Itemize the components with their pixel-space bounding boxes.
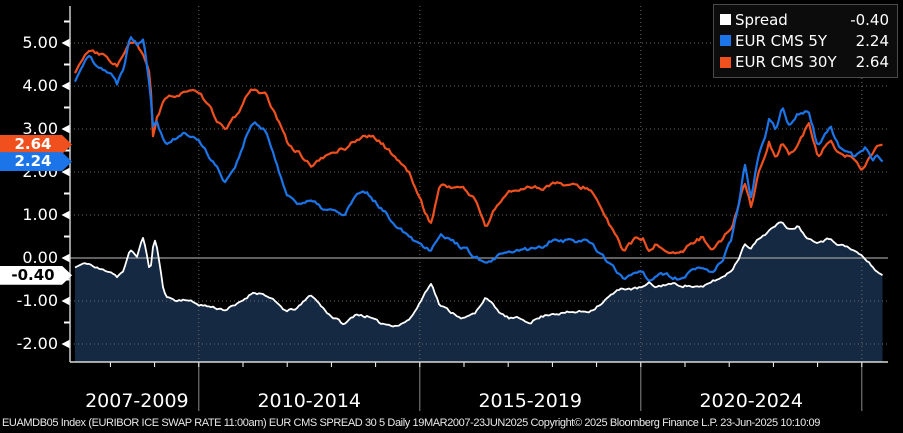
y-tick-label: 5.00 bbox=[22, 33, 58, 52]
y-tick-label: -2.00 bbox=[16, 334, 58, 353]
legend-value: 2.24 bbox=[855, 31, 889, 50]
cms5y-last-value-badge: 2.24 bbox=[0, 152, 72, 172]
cms30y-line bbox=[74, 41, 883, 255]
y-tick-label: 3.00 bbox=[22, 119, 58, 138]
legend-row-cms5y[interactable]: EUR CMS 5Y 2.24 bbox=[720, 31, 889, 51]
y-major-arrow-icon bbox=[61, 210, 70, 220]
y-tick-label: 1.00 bbox=[22, 205, 58, 224]
cms5y-swatch-icon bbox=[720, 35, 731, 47]
legend-value: -0.40 bbox=[850, 10, 889, 29]
cms30y-swatch-icon bbox=[720, 56, 731, 68]
status-bar: EUAMDB05 Index (EURIBOR ICE SWAP RATE 11… bbox=[2, 417, 820, 429]
y-tick-label: 4.00 bbox=[22, 76, 58, 95]
y-major-arrow-icon bbox=[61, 253, 70, 263]
legend-row-spread[interactable]: Spread -0.40 bbox=[720, 10, 889, 30]
y-tick-label: -1.00 bbox=[16, 291, 58, 310]
legend-label: EUR CMS 30Y bbox=[735, 53, 837, 72]
x-section-label-2010-2014: 2010-2014 bbox=[257, 390, 362, 412]
spread-line bbox=[74, 221, 883, 328]
y-tick-label: 0.00 bbox=[22, 248, 58, 267]
spread-last-value-badge: -0.40 bbox=[0, 265, 72, 285]
y-major-arrow-icon bbox=[61, 81, 70, 91]
y-major-arrow-icon bbox=[61, 339, 70, 349]
cms5y-line bbox=[73, 36, 884, 282]
spread-swatch-icon bbox=[720, 14, 731, 26]
y-major-arrow-icon bbox=[61, 296, 70, 306]
x-section-label-2015-2019: 2015-2019 bbox=[478, 390, 583, 412]
x-section-label-2020-2024: 2020-2024 bbox=[699, 390, 804, 412]
cms30y-last-value-badge: 2.64 bbox=[0, 134, 72, 154]
legend-value: 2.64 bbox=[855, 53, 889, 72]
legend-label: Spread bbox=[735, 10, 788, 29]
y-major-arrow-icon bbox=[61, 38, 70, 48]
legend: Spread -0.40 EUR CMS 5Y 2.24 EUR CMS 30Y… bbox=[713, 4, 898, 78]
y-major-arrow-icon bbox=[61, 167, 70, 177]
spread-area-fill bbox=[75, 222, 883, 362]
y-major-arrow-icon bbox=[61, 124, 70, 134]
legend-label: EUR CMS 5Y bbox=[735, 31, 828, 50]
x-section-label-2007-2009: 2007-2009 bbox=[85, 390, 189, 412]
legend-row-cms30y[interactable]: EUR CMS 30Y 2.64 bbox=[720, 52, 889, 72]
